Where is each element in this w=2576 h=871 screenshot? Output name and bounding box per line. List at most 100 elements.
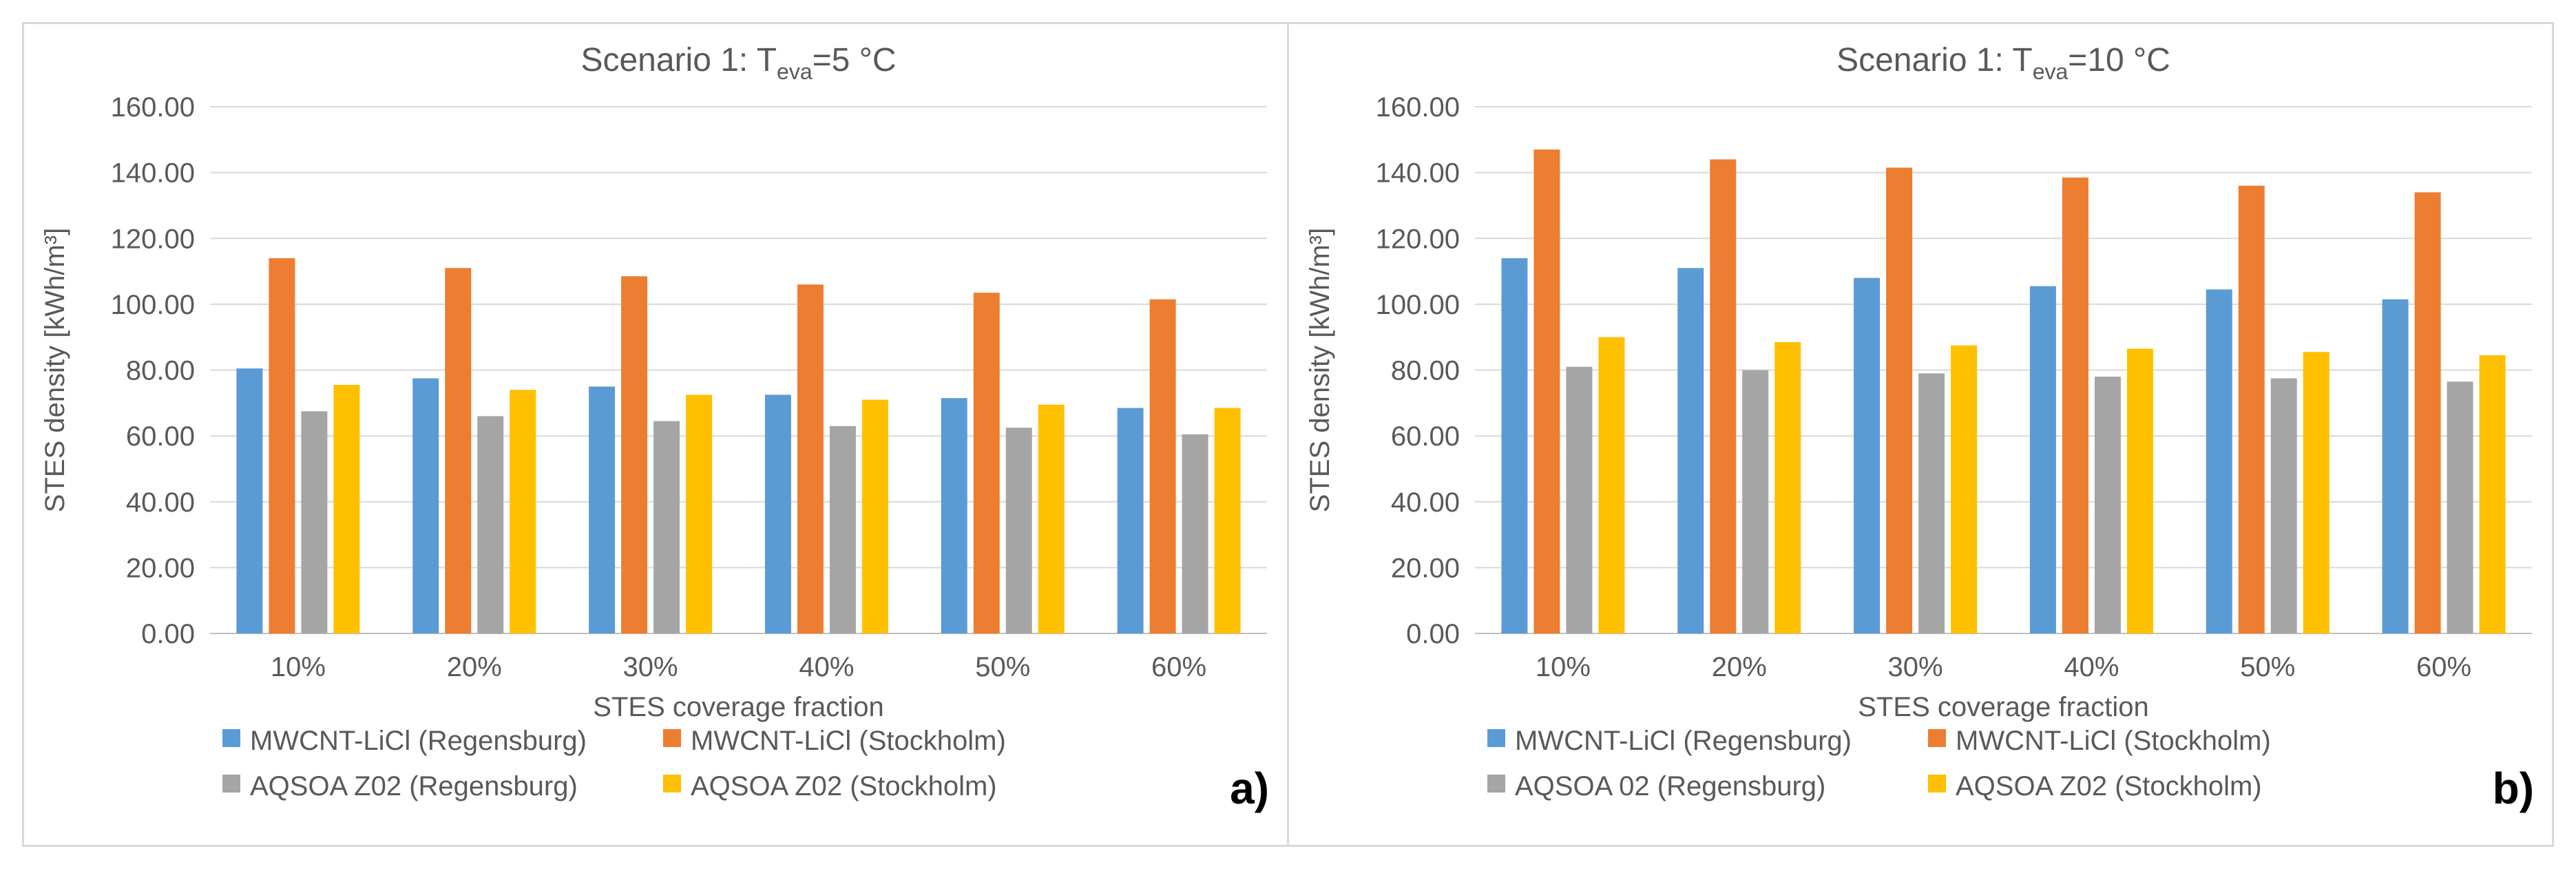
bar	[2238, 185, 2265, 633]
chart-panel-a: Scenario 1: Teva=5 °C 0.00 20.00 40.00 60.00…	[22, 22, 1289, 847]
legend-swatch	[1928, 775, 1946, 793]
bar	[941, 398, 967, 633]
bar	[829, 426, 856, 633]
bar	[1742, 370, 1769, 633]
x-tick-label: 50%	[2240, 652, 2295, 682]
legend-label: MWCNT-LiCl (Regensburg)	[1515, 726, 1852, 756]
y-tick-label: 160.00	[111, 92, 195, 123]
bar	[1918, 373, 1945, 633]
bar	[1951, 345, 1978, 633]
x-tick-label: 30%	[623, 652, 678, 682]
x-tick-label: 10%	[271, 652, 326, 682]
bar	[477, 416, 504, 633]
legend-label: AQSOA Z02 (Stockholm)	[691, 771, 997, 801]
bar	[2126, 348, 2153, 633]
bar	[2270, 378, 2297, 633]
bar	[653, 421, 680, 633]
x-tick-label: 60%	[2416, 652, 2471, 682]
chart-svg: Scenario 1: Teva=5 °C 0.00 20.00 40.00 60.00…	[40, 42, 1269, 813]
y-tick-label: 80.00	[1391, 356, 1460, 386]
bar	[1854, 277, 1881, 633]
bar	[2303, 352, 2329, 633]
chart-title: Scenario 1: Teva=10 °C	[1836, 42, 2170, 84]
legend-swatch	[1487, 729, 1505, 747]
bar	[1117, 408, 1144, 633]
chart-title-subscript: eva	[777, 59, 813, 84]
bar	[1005, 428, 1032, 633]
y-tick-label: 40.00	[126, 487, 195, 518]
x-tick-label: 60%	[1151, 652, 1206, 682]
chart-title-suffix: =10 °C	[2068, 42, 2170, 78]
bar	[445, 268, 472, 633]
bar	[621, 276, 648, 633]
bar	[2447, 381, 2473, 633]
bar	[973, 293, 1000, 633]
bar	[269, 258, 295, 633]
bar	[1149, 299, 1176, 633]
legend-label: MWCNT-LiCl (Regensburg)	[250, 726, 587, 756]
y-tick-label: 120.00	[111, 224, 195, 254]
bar	[1710, 159, 1737, 633]
bar	[861, 399, 888, 633]
legend-label: AQSOA 02 (Regensburg)	[1515, 771, 1825, 801]
y-tick-label: 40.00	[1391, 487, 1460, 518]
chart-panel-b: Scenario 1: Teva=10 °C 0.00 20.00 40.00 60.0…	[1287, 22, 2554, 847]
legend-swatch	[1487, 775, 1505, 793]
y-tick-label: 80.00	[126, 356, 195, 386]
chart-title-prefix: Scenario 1: T	[1836, 42, 2033, 78]
x-tick-label: 40%	[2064, 652, 2119, 682]
y-tick-label: 140.00	[111, 158, 195, 189]
bar	[1038, 404, 1065, 633]
bar	[1598, 337, 1625, 633]
y-tick-label: 100.00	[111, 290, 195, 320]
legend-swatch	[222, 729, 240, 747]
bar	[510, 390, 536, 633]
legend-swatch	[222, 775, 240, 793]
x-tick-label: 10%	[1536, 652, 1591, 682]
legend-label: MWCNT-LiCl (Stockholm)	[1956, 726, 2271, 756]
y-tick-label: 160.00	[1376, 92, 1460, 123]
panel-label: a)	[1230, 764, 1269, 813]
panel-label: b)	[2493, 764, 2534, 813]
legend-label: AQSOA Z02 (Regensburg)	[250, 771, 578, 801]
bar	[1214, 408, 1241, 633]
bar	[2382, 299, 2409, 633]
x-axis-label: STES coverage fraction	[1858, 692, 2148, 722]
x-tick-label: 50%	[975, 652, 1030, 682]
y-axis-label: STES density [kWh/m³]	[1305, 228, 1335, 512]
bar	[1182, 434, 1208, 633]
bar	[301, 411, 328, 633]
y-tick-label: 60.00	[126, 421, 195, 452]
y-tick-label: 120.00	[1376, 224, 1460, 254]
x-tick-label: 20%	[1712, 652, 1767, 682]
bar	[2206, 289, 2232, 633]
bar	[1774, 342, 1801, 633]
y-tick-label: 60.00	[1391, 421, 1460, 452]
bar	[236, 368, 263, 633]
chart-title-subscript: eva	[2033, 59, 2069, 84]
bar	[1501, 258, 1528, 633]
y-tick-label: 20.00	[1391, 553, 1460, 583]
legend-swatch	[1928, 729, 1946, 747]
bar	[412, 378, 439, 633]
y-tick-label: 0.00	[1406, 619, 1460, 649]
bar	[2414, 192, 2441, 633]
x-tick-label: 30%	[1888, 652, 1943, 682]
legend-label: MWCNT-LiCl (Stockholm)	[691, 726, 1006, 756]
bar	[1566, 366, 1593, 633]
bar	[2029, 286, 2056, 633]
bar	[2479, 355, 2506, 633]
bar	[686, 395, 713, 633]
x-tick-label: 20%	[447, 652, 502, 682]
chart-title-suffix: =5 °C	[813, 42, 897, 78]
y-tick-label: 20.00	[126, 553, 195, 583]
y-axis-label: STES density [kWh/m³]	[40, 228, 70, 512]
legend-swatch	[663, 775, 681, 793]
chart-title: Scenario 1: Teva=5 °C	[580, 42, 896, 84]
y-tick-label: 140.00	[1376, 158, 1460, 189]
legend-swatch	[663, 729, 681, 747]
bar	[2062, 177, 2088, 633]
bar	[1677, 268, 1704, 633]
bar	[1886, 167, 1913, 633]
legend-label: AQSOA Z02 (Stockholm)	[1956, 771, 2262, 801]
